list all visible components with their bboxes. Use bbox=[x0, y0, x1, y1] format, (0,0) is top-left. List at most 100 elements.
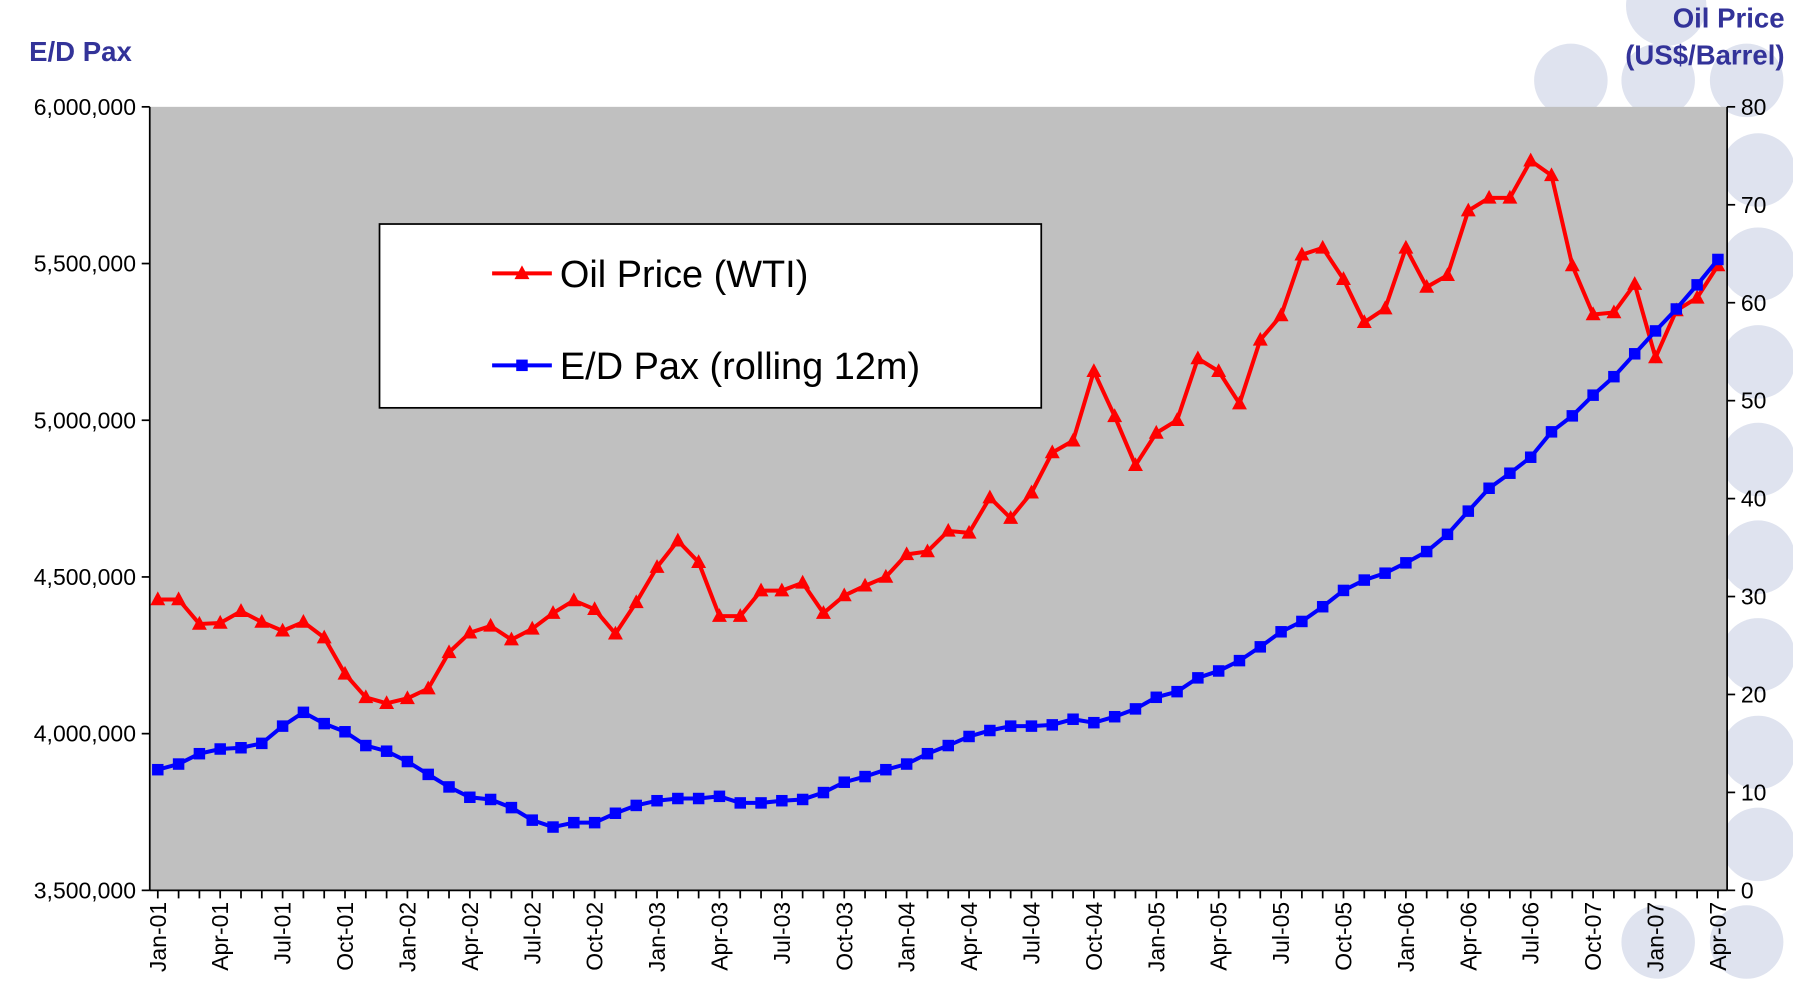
marker bbox=[295, 613, 311, 628]
marker bbox=[1524, 451, 1537, 463]
y2-tick-label: 30 bbox=[1741, 584, 1767, 610]
marker bbox=[1315, 239, 1331, 254]
legend bbox=[378, 223, 1043, 409]
marker bbox=[505, 801, 518, 814]
marker bbox=[1566, 410, 1579, 422]
marker bbox=[1211, 363, 1227, 378]
marker bbox=[1420, 545, 1433, 558]
marker bbox=[651, 794, 663, 807]
marker bbox=[755, 797, 767, 809]
marker bbox=[566, 592, 582, 607]
marker bbox=[1108, 710, 1121, 723]
marker bbox=[1003, 510, 1019, 524]
marker bbox=[316, 629, 332, 644]
marker bbox=[692, 792, 705, 805]
marker bbox=[1190, 350, 1206, 365]
marker bbox=[1460, 202, 1476, 217]
marker bbox=[984, 724, 996, 737]
marker bbox=[649, 559, 665, 573]
marker bbox=[514, 265, 530, 280]
marker bbox=[796, 793, 809, 806]
marker bbox=[1296, 615, 1308, 628]
x-tick-label: Oct-01 bbox=[332, 902, 358, 971]
legend-label: E/D Pax (rolling 12m) bbox=[560, 346, 920, 388]
marker bbox=[587, 601, 603, 616]
marker bbox=[171, 591, 187, 606]
marker bbox=[1273, 307, 1289, 322]
y2-tick-label: 20 bbox=[1741, 682, 1767, 708]
marker bbox=[774, 582, 790, 597]
marker bbox=[1691, 279, 1703, 291]
marker bbox=[1689, 289, 1705, 304]
marker bbox=[1212, 665, 1225, 677]
marker bbox=[815, 605, 831, 619]
marker bbox=[899, 546, 915, 561]
marker bbox=[1585, 306, 1601, 321]
marker bbox=[1046, 719, 1059, 731]
marker bbox=[1337, 584, 1350, 597]
x-tick-label: Oct-05 bbox=[1331, 902, 1357, 971]
y2-tick-label: 0 bbox=[1741, 877, 1754, 903]
y2-tick-label: 70 bbox=[1741, 192, 1767, 218]
marker bbox=[1400, 557, 1412, 569]
marker bbox=[297, 706, 310, 719]
y2-tick-label: 40 bbox=[1741, 486, 1767, 512]
y2-tick-label: 10 bbox=[1741, 779, 1767, 805]
marker bbox=[318, 717, 330, 730]
marker bbox=[1336, 271, 1351, 285]
marker bbox=[483, 617, 499, 632]
y-tick-label: 6,000,000 bbox=[34, 94, 136, 120]
marker bbox=[1148, 424, 1164, 439]
marker bbox=[233, 603, 249, 617]
series-line bbox=[157, 157, 1720, 706]
marker bbox=[152, 763, 164, 776]
x-tick-label: Jul-04 bbox=[1019, 902, 1045, 965]
marker bbox=[670, 532, 686, 547]
marker bbox=[1481, 189, 1497, 204]
marker bbox=[919, 543, 935, 558]
x-tick-label: Oct-03 bbox=[831, 902, 857, 971]
marker bbox=[358, 689, 374, 704]
marker bbox=[672, 792, 684, 805]
marker bbox=[1564, 257, 1580, 272]
marker bbox=[235, 742, 247, 754]
marker bbox=[1545, 426, 1558, 438]
marker bbox=[545, 605, 561, 619]
marker bbox=[568, 816, 580, 829]
marker bbox=[337, 665, 353, 680]
marker bbox=[360, 739, 372, 752]
marker bbox=[859, 770, 871, 783]
x-tick-label: Apr-05 bbox=[1206, 902, 1232, 971]
marker bbox=[464, 791, 476, 804]
marker bbox=[588, 816, 601, 829]
marker bbox=[516, 359, 528, 372]
marker bbox=[172, 758, 185, 770]
marker bbox=[1358, 574, 1371, 586]
marker bbox=[420, 680, 436, 695]
marker bbox=[734, 797, 746, 809]
marker bbox=[275, 622, 291, 637]
marker bbox=[1067, 713, 1079, 725]
marker bbox=[982, 489, 998, 504]
x-tick-label: Oct-04 bbox=[1081, 902, 1107, 971]
marker bbox=[1128, 457, 1143, 472]
x-tick-label: Jan-02 bbox=[394, 902, 420, 972]
x-tick-label: Apr-03 bbox=[706, 902, 732, 971]
x-tick-label: Apr-02 bbox=[457, 902, 483, 971]
legend-label: Oil Price (WTI) bbox=[560, 254, 808, 296]
marker bbox=[1398, 239, 1414, 254]
marker bbox=[1441, 528, 1454, 541]
marker bbox=[1483, 482, 1495, 494]
x-tick-label: Jan-05 bbox=[1143, 902, 1169, 972]
x-tick-label: Apr-04 bbox=[956, 902, 982, 971]
y-tick-label: 4,500,000 bbox=[34, 564, 136, 590]
marker bbox=[1608, 370, 1620, 383]
marker bbox=[1379, 567, 1391, 579]
marker bbox=[254, 613, 270, 628]
marker bbox=[339, 726, 351, 738]
marker bbox=[609, 807, 622, 819]
marker bbox=[1440, 267, 1455, 282]
marker bbox=[878, 568, 894, 583]
